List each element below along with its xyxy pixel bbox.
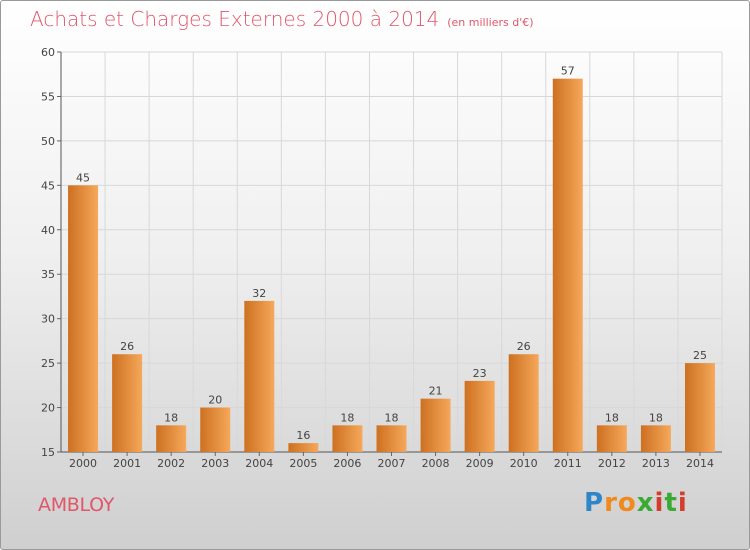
y-tick-label: 55 — [41, 90, 55, 103]
value-label: 18 — [605, 411, 619, 424]
value-label: 57 — [561, 65, 575, 78]
x-tick-label: 2014 — [686, 457, 714, 470]
logo-letter: x — [636, 488, 655, 518]
bar-2009 — [464, 380, 495, 452]
x-tick-label: 2001 — [113, 457, 141, 470]
bar-2011 — [552, 78, 583, 453]
logo-letter: i — [677, 488, 688, 518]
y-tick-label: 50 — [41, 135, 55, 148]
value-label: 18 — [340, 411, 354, 424]
y-tick-label: 30 — [41, 313, 55, 326]
bar-2004 — [244, 300, 275, 452]
logo-letter: i — [654, 488, 665, 518]
bar-2012 — [596, 425, 627, 452]
value-label: 21 — [429, 385, 443, 398]
value-label: 18 — [164, 411, 178, 424]
label-layer: 45 26 18 20 32 16 18 18 21 23 26 57 18 18 25 — [76, 65, 707, 442]
bar-2002 — [156, 425, 187, 452]
grid-layer — [60, 51, 723, 453]
bar-layer — [68, 78, 715, 453]
chart-unit: (en milliers d'€) — [447, 16, 534, 29]
value-label: 32 — [252, 287, 266, 300]
logo-letter: P — [584, 488, 605, 518]
x-tick-label: 2012 — [598, 457, 626, 470]
bar-2000 — [68, 185, 99, 453]
x-tick-label: 2003 — [201, 457, 229, 470]
x-tick-label: 2006 — [333, 457, 361, 470]
x-tick-label: 2009 — [466, 457, 494, 470]
axis-layer: 15 20 25 30 35 40 45 50 55 60 2000 2001 2002 2003 2004… — [41, 46, 722, 470]
chart-title: Achats et Charges Externes 2000 à 2014 (e… — [30, 7, 534, 31]
x-tick-label: 2005 — [289, 457, 317, 470]
logo-letter: r — [604, 488, 618, 518]
x-tick-label: 2011 — [554, 457, 582, 470]
x-tick-label: 2002 — [157, 457, 185, 470]
bar-2014 — [684, 363, 715, 452]
bar-2003 — [200, 407, 231, 452]
value-label: 25 — [693, 349, 707, 362]
proxiti-logo: Proxiti — [584, 488, 688, 518]
y-tick-label: 35 — [41, 268, 55, 281]
value-label: 26 — [120, 340, 134, 353]
y-tick-label: 45 — [41, 179, 55, 192]
logo-letter: t — [664, 488, 678, 518]
x-tick-label: 2008 — [422, 457, 450, 470]
x-tick-label: 2010 — [510, 457, 538, 470]
x-tick-label: 2004 — [245, 457, 273, 470]
x-tick-label: 2007 — [378, 457, 406, 470]
x-tick-label: 2000 — [69, 457, 97, 470]
y-tick-label: 25 — [41, 357, 55, 370]
bar-2010 — [508, 354, 539, 452]
chart-title-main: Achats et Charges Externes 2000 à 2014 — [30, 7, 440, 31]
bar-2001 — [112, 354, 143, 452]
bar-2008 — [420, 398, 451, 452]
town-name: AMBLOY — [38, 494, 115, 516]
y-tick-label: 40 — [41, 224, 55, 237]
y-tick-label: 20 — [41, 402, 55, 415]
value-label: 18 — [649, 411, 663, 424]
value-label: 26 — [517, 340, 531, 353]
bar-2006 — [332, 425, 363, 452]
bar-2007 — [376, 425, 407, 452]
value-label: 45 — [76, 171, 90, 184]
logo-letter: o — [617, 488, 637, 518]
value-label: 18 — [385, 411, 399, 424]
y-tick-label: 15 — [41, 446, 55, 459]
bar-2013 — [640, 425, 671, 452]
value-label: 16 — [296, 429, 310, 442]
x-tick-label: 2013 — [642, 457, 670, 470]
value-label: 20 — [208, 394, 222, 407]
bar-2005 — [288, 443, 319, 452]
value-label: 23 — [473, 367, 487, 380]
y-tick-label: 60 — [41, 46, 55, 59]
